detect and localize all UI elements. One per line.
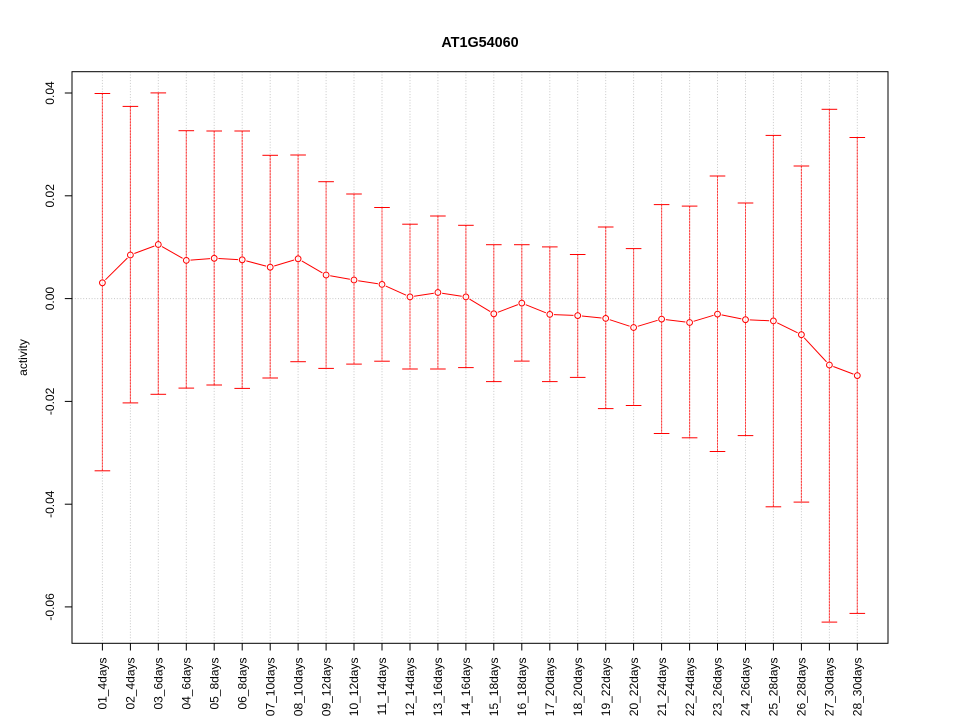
svg-text:19_22days: 19_22days xyxy=(599,658,613,717)
svg-text:AT1G54060: AT1G54060 xyxy=(441,35,518,51)
svg-text:-0.04: -0.04 xyxy=(43,490,57,518)
svg-text:03_6days: 03_6days xyxy=(152,658,166,710)
svg-text:21_24days: 21_24days xyxy=(655,658,669,717)
svg-text:22_24days: 22_24days xyxy=(683,658,697,717)
svg-text:15_18days: 15_18days xyxy=(487,658,501,717)
svg-text:11_14days: 11_14days xyxy=(375,658,389,716)
svg-text:01_4days: 01_4days xyxy=(96,658,110,710)
svg-text:0.00: 0.00 xyxy=(43,287,57,311)
svg-text:08_10days: 08_10days xyxy=(291,658,305,717)
svg-text:25_28days: 25_28days xyxy=(767,658,781,717)
svg-text:04_6days: 04_6days xyxy=(180,658,194,710)
svg-text:-0.06: -0.06 xyxy=(43,593,57,621)
svg-text:23_26days: 23_26days xyxy=(711,658,725,717)
svg-text:0.02: 0.02 xyxy=(43,184,57,208)
svg-text:activity: activity xyxy=(16,339,30,376)
svg-text:09_12days: 09_12days xyxy=(319,658,333,717)
svg-text:14_16days: 14_16days xyxy=(459,658,473,717)
svg-text:-0.02: -0.02 xyxy=(43,387,57,415)
svg-text:12_14days: 12_14days xyxy=(403,658,417,717)
svg-text:28_30days: 28_30days xyxy=(851,658,865,717)
svg-text:16_18days: 16_18days xyxy=(515,658,529,717)
svg-text:20_22days: 20_22days xyxy=(627,658,641,717)
svg-text:10_12days: 10_12days xyxy=(347,658,361,717)
svg-text:18_20days: 18_20days xyxy=(571,658,585,717)
svg-text:02_4days: 02_4days xyxy=(124,658,138,710)
svg-text:0.04: 0.04 xyxy=(43,81,57,105)
svg-text:13_16days: 13_16days xyxy=(431,658,445,717)
svg-text:17_20days: 17_20days xyxy=(543,658,557,717)
svg-text:26_28days: 26_28days xyxy=(795,658,809,717)
svg-text:05_8days: 05_8days xyxy=(207,658,221,710)
svg-text:24_26days: 24_26days xyxy=(739,658,753,717)
svg-text:07_10days: 07_10days xyxy=(263,658,277,717)
svg-text:27_30days: 27_30days xyxy=(823,658,837,717)
svg-text:06_8days: 06_8days xyxy=(235,658,249,710)
